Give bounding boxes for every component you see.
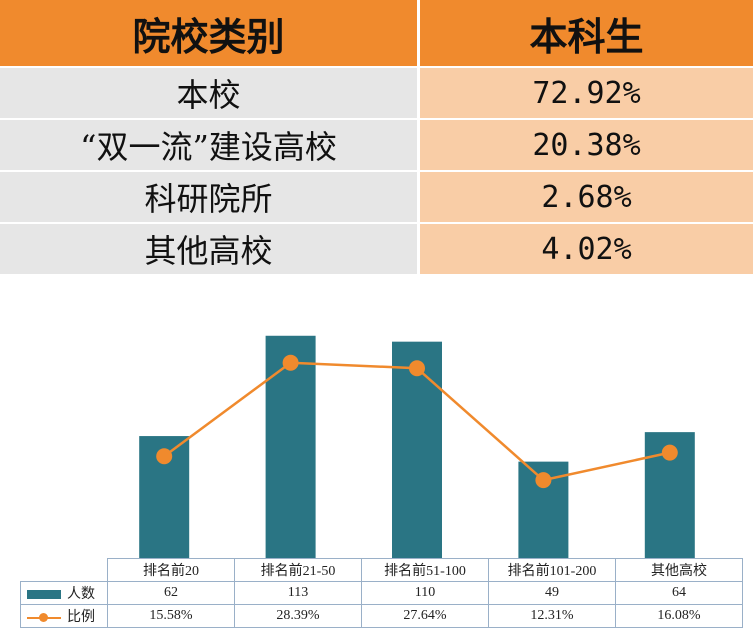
row-value: 2.68% [417,172,753,222]
legend-ratio: 比例 [20,604,108,628]
bar-2 [392,341,442,558]
count-row: 人数 62 113 110 49 64 [20,581,743,605]
legend-count-label: 人数 [67,587,95,602]
table-header-row: 院校类别 本科生 [0,0,753,66]
row-value: 72.92% [417,68,753,118]
ratio-row: 比例 15.58% 28.39% 27.64% 12.31% 16.08% [20,604,743,628]
ratio-value: 27.64% [361,604,489,628]
table-row: 本校 72.92% [0,66,753,118]
table-row: 其他高校 4.02% [0,222,753,274]
count-value: 49 [488,581,616,605]
table-row: “双一流”建设高校 20.38% [0,118,753,170]
legend-count: 人数 [20,581,108,605]
chart-plot [139,335,695,558]
ratio-point-2 [409,360,425,377]
row-value: 20.38% [417,120,753,170]
category-label: 排名前20 [107,558,235,582]
ratio-value: 16.08% [615,604,743,628]
table-row: 科研院所 2.68% [0,170,753,222]
count-value: 113 [234,581,362,605]
count-value: 62 [107,581,235,605]
category-row: 排名前20 排名前21-50 排名前51-100 排名前101-200 其他高校 [20,558,743,582]
bar-1 [265,335,316,558]
count-value: 64 [615,581,743,605]
header-undergraduate: 本科生 [417,0,753,66]
ratio-point-0 [156,448,173,465]
ratio-value: 12.31% [488,604,616,628]
row-category: 科研院所 [0,172,417,222]
row-category: “双一流”建设高校 [0,120,417,170]
category-label: 其他高校 [615,558,743,582]
category-table: 院校类别 本科生 本校 72.92% “双一流”建设高校 20.38% 科研院所… [0,0,753,274]
row-category: 其他高校 [0,224,417,274]
corner-cell [20,558,108,582]
category-label: 排名前21-50 [234,558,362,582]
line-swatch-icon [27,613,61,623]
ratio-point-1 [282,354,299,371]
category-label: 排名前101-200 [488,558,616,582]
ratio-point-3 [535,472,552,489]
header-category: 院校类别 [0,0,417,66]
count-value: 110 [361,581,489,605]
category-label: 排名前51-100 [361,558,489,582]
ratio-value: 28.39% [234,604,362,628]
chart-data-table: 排名前20 排名前21-50 排名前51-100 排名前101-200 其他高校… [20,558,743,628]
legend-ratio-label: 比例 [67,610,95,625]
ratio-point-4 [661,444,678,461]
ranking-chart [0,300,753,638]
row-value: 4.02% [417,224,753,274]
bar-swatch-icon [27,590,61,600]
row-category: 本校 [0,68,417,118]
ratio-value: 15.58% [107,604,235,628]
